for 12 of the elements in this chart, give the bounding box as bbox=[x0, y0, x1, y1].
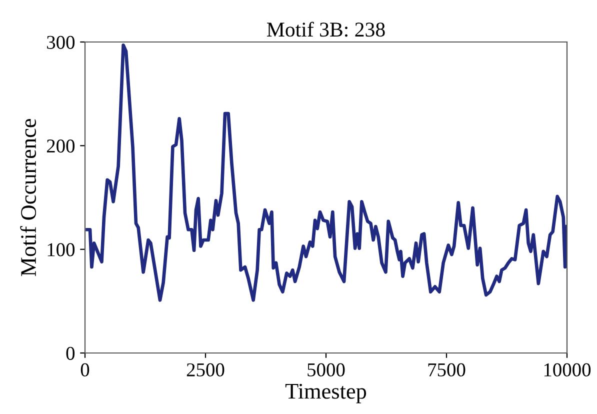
y-tick-label: 300 bbox=[47, 36, 75, 49]
y-tick-label: 200 bbox=[46, 139, 75, 153]
x-tick-label: 5000 bbox=[308, 363, 345, 376]
x-tick-label: 0 bbox=[80, 363, 90, 376]
y-tick-label: 100 bbox=[48, 243, 75, 256]
x-tick-label: 2500 bbox=[186, 363, 224, 376]
x-tick-label: 10000 bbox=[544, 363, 591, 376]
y-axis-title: Motif Occurrence bbox=[20, 118, 36, 276]
x-tick-label: 7500 bbox=[428, 363, 466, 376]
chart-title: Motif 3B: 238 bbox=[266, 22, 385, 37]
x-axis-title: Timestep bbox=[285, 384, 366, 404]
y-tick-label: 0 bbox=[66, 346, 75, 360]
